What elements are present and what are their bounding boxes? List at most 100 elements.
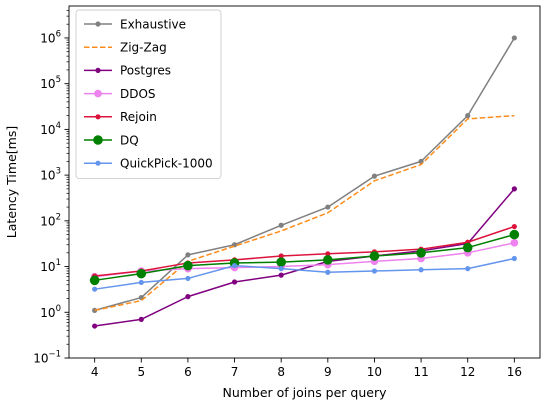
data-point: [462, 242, 473, 253]
y-tick-label-base: 10: [33, 352, 48, 366]
series-layer: [89, 35, 520, 329]
y-tick-label-exponent: 5: [56, 75, 61, 85]
data-point: [92, 307, 98, 313]
data-point: [183, 260, 193, 271]
data-point: [418, 267, 424, 273]
data-point: [276, 257, 286, 267]
x-axis-label: Number of joins per query: [222, 385, 387, 400]
series-line: [94, 257, 515, 290]
series-zig-zag: [94, 114, 515, 312]
data-point: [231, 262, 238, 269]
data-point: [371, 173, 378, 179]
legend-marker: [95, 160, 101, 166]
x-tick-label: 12: [460, 365, 475, 379]
y-tick-label-exponent: 2: [56, 212, 61, 222]
data-point: [278, 222, 284, 228]
legend-marker: [95, 114, 101, 120]
data-point: [278, 272, 284, 278]
data-point: [325, 251, 331, 257]
x-tick-label: 9: [324, 365, 332, 379]
data-point: [465, 113, 471, 119]
series-dq: [89, 229, 520, 286]
y-tick-label-base: 10: [40, 77, 55, 91]
y-axis-label: Latency Time[ms]: [4, 126, 19, 238]
y-tick-label-base: 10: [40, 123, 55, 137]
legend-item: Rejoin: [84, 110, 157, 124]
legend-marker: [94, 89, 102, 98]
data-point: [325, 204, 331, 210]
legend-marker: [95, 21, 101, 27]
y-tick-label: 105: [40, 75, 61, 91]
data-point: [465, 266, 471, 272]
legend-label: Exhaustive: [120, 17, 186, 31]
x-tick-label: 10: [367, 365, 382, 379]
y-tick-label-base: 10: [40, 306, 55, 320]
legend-item: DQ: [84, 133, 139, 147]
series-line: [94, 225, 515, 277]
legend-marker: [95, 67, 101, 73]
series-exhaustive: [92, 35, 517, 313]
data-point: [231, 279, 238, 285]
legend-item: Postgres: [84, 64, 171, 78]
series-line: [94, 188, 515, 327]
y-tick-label-base: 10: [40, 31, 55, 45]
x-tick-label: 4: [91, 365, 99, 379]
data-point: [511, 223, 517, 230]
y-tick-label: 101: [40, 258, 61, 274]
x-tick-label: 11: [413, 365, 428, 379]
data-point: [278, 266, 284, 272]
y-tick-label: 100: [40, 304, 61, 320]
y-tick-label-base: 10: [40, 214, 55, 228]
data-point: [369, 251, 380, 261]
legend-item: Zig-Zag: [84, 41, 167, 55]
data-point: [511, 35, 517, 41]
data-point: [511, 186, 517, 192]
data-point: [185, 294, 191, 300]
data-point: [278, 253, 284, 259]
series-line: [94, 233, 515, 282]
data-point: [89, 275, 100, 286]
y-tick-label-exponent: 0: [56, 304, 61, 314]
data-point: [185, 275, 191, 282]
data-point: [92, 286, 98, 292]
legend-label: DQ: [120, 133, 139, 147]
y-tick-label-exponent: 4: [56, 121, 61, 131]
data-point: [325, 269, 331, 275]
legend-box: [75, 9, 222, 179]
y-tick-label: 106: [40, 29, 61, 45]
x-tick-label: 8: [277, 365, 285, 379]
data-point: [138, 316, 144, 322]
legend-item: DDOS: [84, 87, 156, 101]
y-tick-label: 10−1: [33, 350, 61, 366]
legend-label: Postgres: [120, 64, 171, 78]
data-point: [138, 279, 144, 286]
legend-label: DDOS: [120, 87, 156, 101]
y-tick-label: 104: [40, 121, 61, 137]
data-point: [371, 268, 378, 274]
data-point: [511, 255, 517, 262]
x-tick-label: 16: [507, 365, 522, 379]
x-axis: 4 5 6 7 8 9 10 11 12 16: [91, 358, 522, 379]
legend-marker: [93, 135, 103, 145]
series-line: [94, 242, 515, 278]
y-tick-label-base: 10: [40, 260, 55, 274]
x-tick-label: 6: [184, 365, 192, 379]
y-tick-label: 102: [40, 212, 61, 228]
series-line: [94, 114, 515, 312]
y-tick-label-exponent: 6: [56, 29, 61, 39]
x-tick-label: 7: [231, 365, 239, 379]
data-point: [509, 229, 520, 240]
y-tick-label: 103: [40, 167, 61, 183]
data-point: [185, 252, 191, 258]
legend-item: Exhaustive: [84, 17, 186, 31]
data-point: [510, 239, 519, 247]
series-quickpick-1000: [92, 255, 517, 292]
y-tick-label-exponent: 3: [56, 167, 61, 177]
legend-label: QuickPick-1000: [120, 157, 213, 171]
legend: Exhaustive Zig-Zag Postgres DDOS Rejoin DQ Qui…: [75, 9, 222, 179]
legend-item: QuickPick-1000: [84, 157, 213, 171]
y-tick-label-exponent: 1: [56, 258, 61, 268]
data-point: [92, 323, 98, 329]
legend-label: Rejoin: [120, 110, 157, 124]
